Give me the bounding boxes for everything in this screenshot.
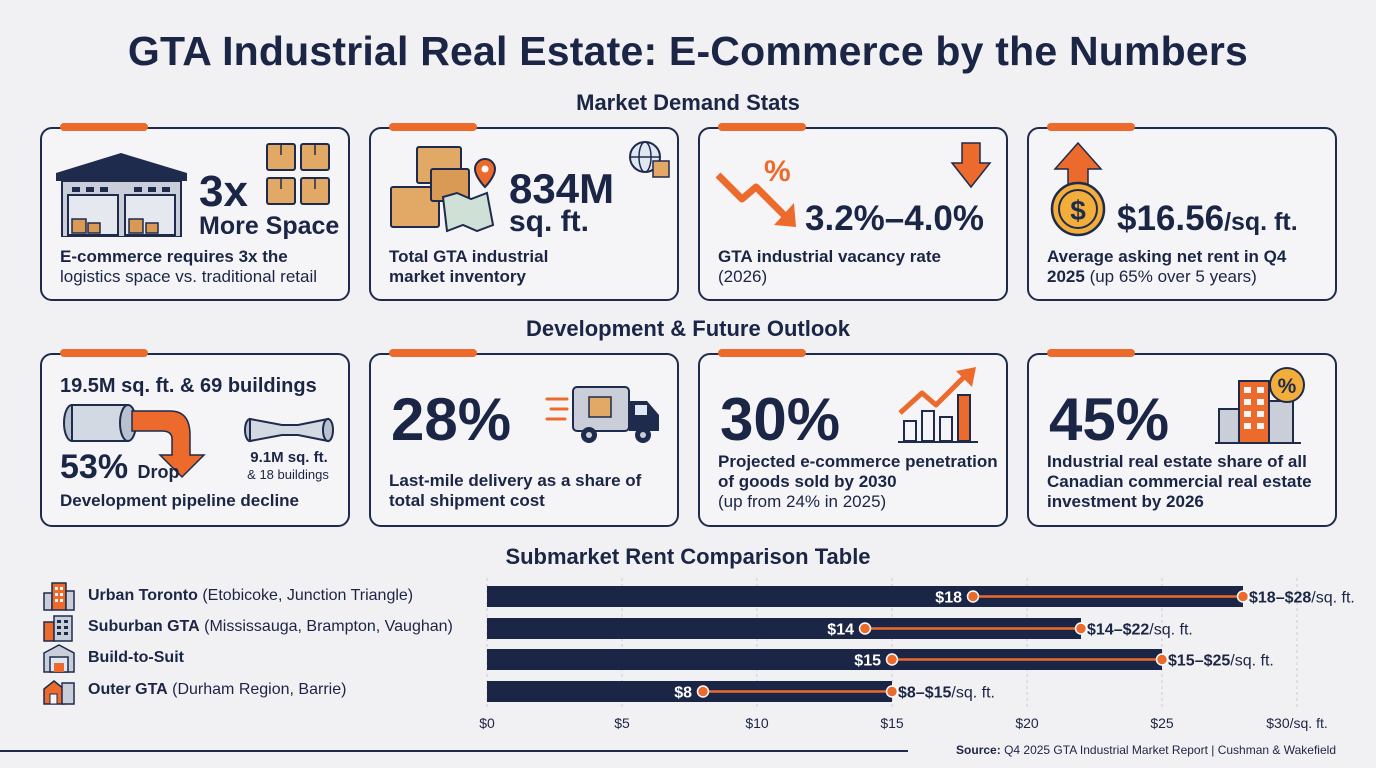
range-low-dot	[966, 590, 980, 603]
stat-value: 3.2%–4.0%	[805, 199, 985, 238]
bar-growth-icon	[898, 367, 978, 443]
range-high-dot	[1236, 590, 1250, 603]
pipeline-header: 19.5M sq. ft. & 69 buildings	[60, 375, 317, 397]
card-pipeline: 19.5M sq. ft. & 69 buildings 53% Drop 9.…	[40, 349, 350, 527]
card-accent	[60, 123, 148, 131]
office-tower-icon	[42, 581, 76, 616]
arrow-down-icon	[950, 142, 992, 189]
range-low-dot	[696, 685, 710, 698]
card-accent	[718, 349, 806, 357]
card-description: Last-mile delivery as a share of total s…	[389, 471, 642, 510]
range-low-label: $8	[674, 685, 692, 702]
card-description: Average asking net rent in Q4 2025 (up 6…	[1047, 247, 1287, 286]
card-penetration: 30% Projected e-commerce penetration of …	[698, 349, 1008, 527]
card-description: E-commerce requires 3x the logistics spac…	[60, 247, 318, 286]
page-title: GTA Industrial Real Estate: E-Commerce b…	[127, 28, 1249, 74]
stat-value: 53% Drop	[60, 448, 180, 486]
submarket-label: Urban Toronto (Etobicoke, Junction Trian…	[88, 587, 414, 604]
stat-value: 28%	[391, 386, 512, 453]
boxes-icon	[266, 143, 330, 205]
warehouse-icon	[56, 153, 187, 237]
office-percent-icon: %	[1215, 367, 1305, 444]
office-block-icon	[42, 612, 76, 647]
range-high-dot	[885, 685, 899, 698]
stat-unit: /sq. ft.	[1224, 208, 1298, 236]
rent-range-chart: $18 $18–$28/sq. ft. $14 $14–$22/sq. ft. $15 $…	[479, 578, 1355, 731]
card-accent	[389, 349, 477, 357]
side-subtitle: & 18 buildings	[247, 467, 329, 482]
card-accent	[1047, 123, 1135, 131]
card-description: GTA industrial vacancy rate (2026)	[718, 247, 941, 286]
stat-value: 834M	[509, 165, 615, 212]
x-tick-label: $25	[1150, 715, 1174, 731]
range-label: $15–$25/sq. ft.	[1168, 653, 1274, 670]
coin-arrow-icon: $	[1050, 141, 1106, 237]
dollar-sign: $	[1070, 195, 1086, 226]
range-low-label: $14	[827, 622, 854, 639]
card-inventory: 834M sq. ft. Total GTA industrial market…	[369, 123, 679, 301]
card-accent	[718, 123, 806, 131]
rent-bar	[487, 649, 1162, 670]
source-note: Source: Q4 2025 GTA Industrial Market Re…	[956, 743, 1336, 757]
stat-subtitle: More Space	[199, 212, 340, 240]
range-low-label: $15	[854, 653, 881, 670]
rent-bar	[487, 586, 1243, 607]
card-space: 3x More Space E-commerce requires 3x the…	[40, 123, 350, 301]
x-tick-label: $10	[745, 715, 769, 731]
range-high-dot	[1074, 622, 1088, 635]
trend-down-icon: %	[715, 155, 796, 227]
range-label: $18–$28/sq. ft.	[1249, 590, 1355, 607]
warehouse-icon	[42, 643, 76, 678]
globe-icon	[629, 141, 670, 178]
range-low-dot	[885, 653, 899, 666]
card-accent	[389, 123, 477, 131]
rent-bar	[487, 681, 892, 702]
section-title-submarket: Submarket Rent Comparison Table	[505, 544, 871, 569]
range-low-dot	[858, 622, 872, 635]
card-rent: $ $16.56/sq. ft. Average asking net rent…	[1027, 123, 1337, 301]
card-vacancy: % 3.2%–4.0% GTA industrial vacancy rate …	[698, 123, 1008, 301]
side-stat: 9.1M sq. ft.	[250, 449, 328, 466]
stat-value: $16.56/sq. ft.	[1117, 199, 1298, 238]
submarket-label: Build-to-Suit	[88, 649, 184, 666]
x-tick-label: $15	[880, 715, 904, 731]
card-description: Projected e-commerce penetration of good…	[718, 452, 998, 511]
card-description: Industrial real estate share of all Cana…	[1047, 452, 1312, 511]
x-tick-label: $30/sq. ft.	[1266, 715, 1327, 731]
card-accent	[60, 349, 148, 357]
delivery-truck-icon	[545, 386, 659, 443]
small-pipe-icon	[244, 417, 334, 443]
percent-sign: %	[1278, 375, 1297, 398]
stat-value: 45%	[1049, 386, 1170, 453]
stat-subtitle: sq. ft.	[509, 205, 589, 238]
card-description: Development pipeline decline	[60, 491, 300, 510]
submarket-label: Outer GTA (Durham Region, Barrie)	[88, 681, 347, 698]
submarket-label: Suburban GTA (Mississauga, Brampton, Vau…	[88, 618, 453, 635]
range-label: $8–$15/sq. ft.	[898, 685, 995, 702]
stat-suffix: Drop	[137, 462, 180, 482]
x-tick-label: $20	[1015, 715, 1039, 731]
stat-value: 30%	[720, 386, 841, 453]
section-title-demand: Market Demand Stats	[576, 90, 800, 115]
x-tick-label: $5	[614, 715, 630, 731]
card-accent	[1047, 349, 1135, 357]
boxes-map-icon	[390, 146, 497, 233]
card-investment-share: 45% % Industrial real estate share of al…	[1027, 349, 1337, 527]
range-high-dot	[1155, 653, 1169, 666]
percent-sign: %	[764, 155, 791, 188]
stat-value: 3x	[199, 167, 248, 216]
card-last-mile: 28% Last-mile delivery as a share of tot…	[369, 349, 679, 527]
rent-bar	[487, 618, 1081, 639]
range-label: $14–$22/sq. ft.	[1087, 622, 1193, 639]
house-building-icon	[42, 675, 76, 710]
x-tick-label: $0	[479, 715, 495, 731]
section-title-development: Development & Future Outlook	[526, 316, 850, 341]
range-low-label: $18	[935, 590, 962, 607]
card-description: Total GTA industrial market inventory	[389, 247, 549, 286]
footer-line	[0, 750, 908, 752]
funnel-pipe-icon	[63, 404, 206, 479]
